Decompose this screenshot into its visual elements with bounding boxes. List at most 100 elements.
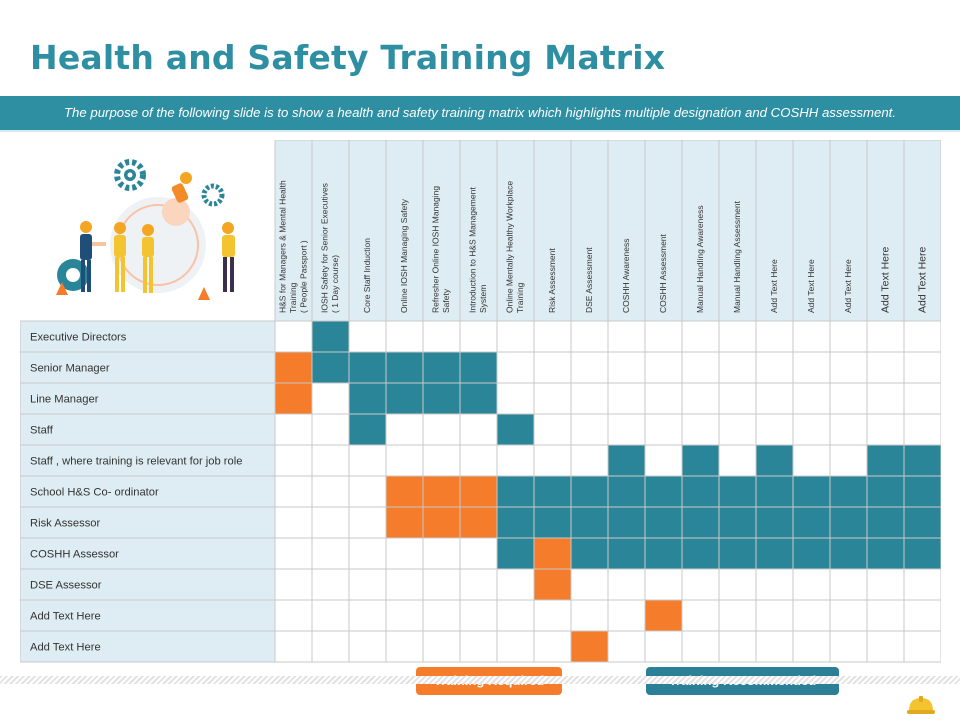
matrix-cell xyxy=(866,351,905,384)
cell-training-recommended xyxy=(570,475,609,508)
cell-training-recommended xyxy=(718,506,757,539)
matrix-cell xyxy=(644,444,683,477)
cell-training-required xyxy=(422,506,461,539)
matrix-cell xyxy=(644,351,683,384)
column-header-label: System xyxy=(478,285,488,313)
cell-training-recommended xyxy=(718,475,757,508)
column-header-label: DSE Assessment xyxy=(584,247,594,313)
row-label: Add Text Here xyxy=(30,610,101,622)
matrix-cell xyxy=(866,630,905,663)
matrix-cell xyxy=(459,568,498,601)
matrix-cell xyxy=(607,630,646,663)
matrix-cell xyxy=(385,599,424,632)
matrix-cell xyxy=(644,630,683,663)
column-header-label: Training xyxy=(288,282,298,313)
matrix-cell xyxy=(903,382,941,415)
matrix-cell xyxy=(570,351,609,384)
row-header xyxy=(20,382,276,415)
matrix-cell xyxy=(681,568,720,601)
column-header-label: H&S for Managers & Mental Health xyxy=(277,180,287,313)
traffic-cone-icon xyxy=(56,282,210,300)
row-header xyxy=(20,599,276,632)
cell-training-required xyxy=(459,475,498,508)
matrix-cell xyxy=(718,568,757,601)
matrix-cell xyxy=(644,382,683,415)
matrix-cell xyxy=(903,351,941,384)
matrix-cell xyxy=(718,599,757,632)
matrix-cell xyxy=(311,599,350,632)
cell-training-recommended xyxy=(829,475,868,508)
matrix-cell xyxy=(459,630,498,663)
cell-training-recommended xyxy=(681,444,720,477)
cell-training-recommended xyxy=(422,382,461,415)
matrix-cell xyxy=(422,568,461,601)
matrix-cell xyxy=(792,599,831,632)
matrix-cell xyxy=(792,413,831,446)
matrix-cell xyxy=(496,568,535,601)
matrix-cell xyxy=(829,568,868,601)
matrix-cell xyxy=(829,413,868,446)
cell-training-required xyxy=(570,630,609,663)
row-label: COSHH Assessor xyxy=(30,548,119,560)
matrix-cell xyxy=(829,599,868,632)
matrix-cell xyxy=(311,382,350,415)
cell-training-recommended xyxy=(866,506,905,539)
matrix-cell xyxy=(755,568,794,601)
matrix-cell xyxy=(311,413,350,446)
matrix-cell xyxy=(792,382,831,415)
row-header xyxy=(20,568,276,601)
matrix-cell xyxy=(681,382,720,415)
row-label: Staff , where training is relevant for j… xyxy=(30,455,242,467)
matrix-cell xyxy=(644,320,683,353)
matrix-cell xyxy=(792,630,831,663)
matrix-cell xyxy=(718,351,757,384)
matrix-cell xyxy=(274,320,313,353)
matrix-cell xyxy=(533,599,572,632)
matrix-cell xyxy=(385,630,424,663)
matrix-cell xyxy=(903,413,941,446)
matrix-cell xyxy=(533,444,572,477)
row-header xyxy=(20,475,276,508)
matrix-cell xyxy=(348,475,387,508)
matrix-cell xyxy=(385,320,424,353)
matrix-cell xyxy=(459,599,498,632)
cell-training-required xyxy=(644,599,683,632)
matrix-cell xyxy=(866,320,905,353)
matrix-cell xyxy=(496,630,535,663)
cell-training-recommended xyxy=(459,351,498,384)
matrix-cell xyxy=(311,506,350,539)
page-title: Health and Safety Training Matrix xyxy=(30,38,666,77)
column-header xyxy=(274,140,313,322)
matrix-cell xyxy=(681,630,720,663)
matrix-cell xyxy=(274,630,313,663)
matrix-cell xyxy=(274,599,313,632)
column-header xyxy=(533,140,572,322)
column-header xyxy=(496,140,535,322)
worker-third-icon xyxy=(142,224,154,293)
small-gear-icon xyxy=(201,183,225,207)
matrix-cell xyxy=(792,320,831,353)
cell-training-required xyxy=(385,475,424,508)
cell-training-recommended xyxy=(755,475,794,508)
cell-training-required xyxy=(533,568,572,601)
row-label: School H&S Co- ordinator xyxy=(30,486,159,498)
cell-training-recommended xyxy=(903,537,941,570)
matrix-cell xyxy=(718,382,757,415)
column-header xyxy=(755,140,794,322)
matrix-cell xyxy=(274,568,313,601)
matrix-cell xyxy=(311,475,350,508)
matrix-cell xyxy=(866,568,905,601)
row-label: Staff xyxy=(30,424,54,436)
cell-training-recommended xyxy=(348,382,387,415)
matrix-cell xyxy=(533,320,572,353)
row-label: DSE Assessor xyxy=(30,579,102,591)
matrix-cell xyxy=(866,413,905,446)
matrix-cell xyxy=(681,599,720,632)
matrix-cell xyxy=(570,413,609,446)
row-label: Senior Manager xyxy=(30,362,110,374)
cell-training-recommended xyxy=(755,444,794,477)
column-header-label: ( 1 Day course) xyxy=(330,255,340,313)
cell-training-recommended xyxy=(570,506,609,539)
footer-divider xyxy=(0,676,960,684)
matrix-cell xyxy=(459,537,498,570)
